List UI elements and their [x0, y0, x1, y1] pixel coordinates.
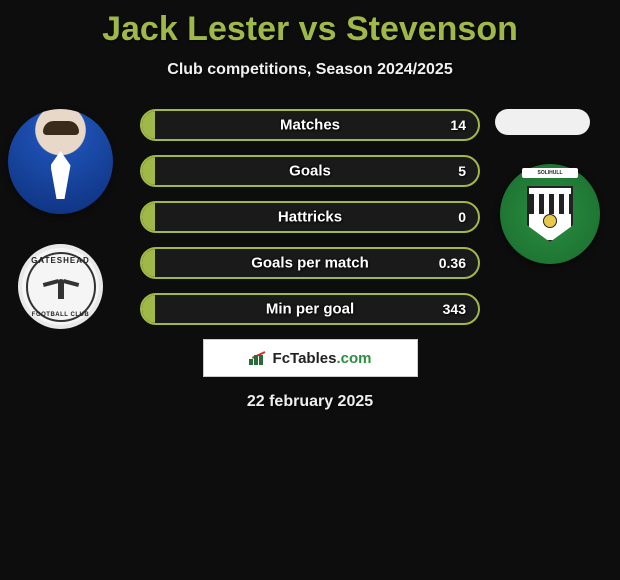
stat-label: Hattricks [278, 209, 342, 226]
stat-value-right: 14 [450, 117, 466, 133]
chart-icon [249, 351, 267, 365]
stats-container: Matches 14 Goals 5 Hattricks 0 Goals per match… [140, 109, 480, 325]
shield-icon [527, 186, 573, 242]
club-badge-left: GATESHEAD FOOTBALL CLUB [18, 244, 103, 329]
stat-label: Matches [280, 117, 340, 134]
brand-tld: .com [336, 350, 371, 367]
stat-value-right: 343 [443, 301, 466, 317]
stat-row: Hattricks 0 [140, 201, 480, 233]
comparison-title: Jack Lester vs Stevenson [0, 0, 620, 49]
club-badge-right: SOLIHULL [500, 164, 600, 264]
stat-row: Goals per match 0.36 [140, 247, 480, 279]
stat-label: Goals [289, 163, 331, 180]
season-subtitle: Club competitions, Season 2024/2025 [0, 61, 620, 79]
stat-label: Min per goal [266, 301, 354, 318]
angel-icon [43, 273, 79, 301]
stat-value-right: 5 [458, 163, 466, 179]
stat-row: Goals 5 [140, 155, 480, 187]
stat-row: Min per goal 343 [140, 293, 480, 325]
comparison-date: 22 february 2025 [0, 393, 620, 411]
comparison-content: GATESHEAD FOOTBALL CLUB SOLIHULL Matches… [0, 109, 620, 411]
club-left-name-top: GATESHEAD [31, 256, 90, 265]
stat-row: Matches 14 [140, 109, 480, 141]
stat-value-right: 0.36 [439, 255, 466, 271]
player-photo-left [8, 109, 113, 214]
club-right-banner: SOLIHULL [522, 168, 578, 178]
brand-text: FcTables.com [273, 350, 372, 367]
stat-label: Goals per match [251, 255, 369, 272]
brand-box: FcTables.com [203, 339, 418, 377]
player-photo-right [495, 109, 590, 135]
brand-name: FcTables [273, 350, 337, 367]
stat-value-right: 0 [458, 209, 466, 225]
club-left-name-bot: FOOTBALL CLUB [32, 312, 89, 318]
club-badge-left-inner: GATESHEAD FOOTBALL CLUB [26, 252, 96, 322]
